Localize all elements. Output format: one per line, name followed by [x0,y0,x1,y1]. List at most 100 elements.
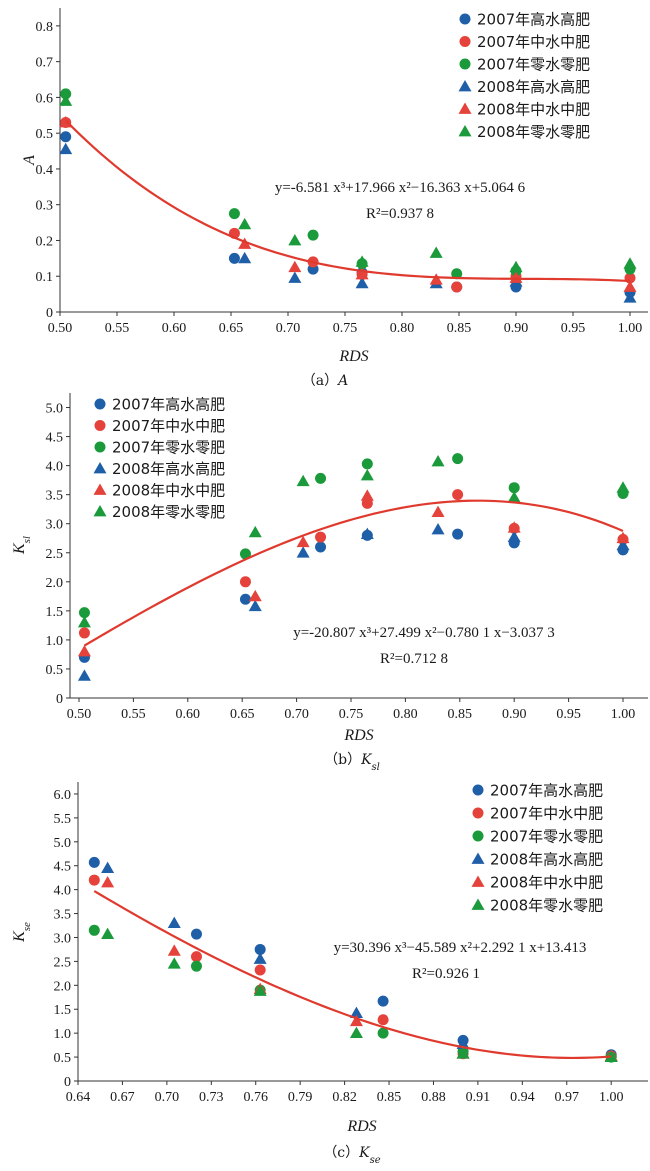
panel-a-data-point [355,255,369,267]
panel-b-y-tick-label: 3.0 [46,518,64,533]
panel-c-legend-label: 2007年高水高肥 [490,782,603,800]
panel-a-y-tick-label: 0.6 [36,91,54,106]
panel-b-caption-var: K [360,752,373,768]
panel-c-legend-marker [472,784,484,796]
panel-a-caption-var: A [336,373,348,389]
panel-a-legend-marker [459,36,471,47]
panel-a-data-point [355,276,369,289]
panel-c-data-point [349,1006,363,1018]
panel-a-marks: 0 0.1 0.2 0.3 0.4 0.5 0.6 0.7 0.8 0.50 0.55 0.60 0.6… [36,20,643,336]
panel-b-y-tick-label: 2.0 [46,576,64,591]
panel-c-x-tick-label: 0.85 [377,1090,402,1105]
panel-b-legend-label: 2008年高水高肥 [112,460,225,478]
panel-a-caption: （a）A [302,373,348,389]
panel-a-data-point [307,229,319,241]
panel-b-data-point [507,521,521,533]
panel-c-y-tick-label: 5.5 [54,812,72,827]
panel-a-data-point [228,252,240,264]
panel-c-data-point [88,856,100,868]
panel-b-chart: 0 0.5 1.0 1.5 2.0 2.5 3.0 3.5 4.0 4.5 5.0 0.50 0.55 0… [11,393,648,773]
panel-b-data-point [431,505,445,517]
panel-c-data-point [101,861,115,873]
panel-b-x-tick-label: 0.50 [67,707,92,722]
panel-c-data-point [190,928,202,940]
panel-b-data-point [296,546,310,558]
panel-c-x-tick-label: 0.67 [110,1090,135,1105]
panel-c-x-tick-label: 0.94 [510,1090,535,1105]
panel-a-y-tick-label: 0.3 [36,199,54,214]
panel-c-data-point [101,875,115,888]
panel-a-legend-label: 2008年中水中肥 [477,101,590,119]
panel-a-x-tick-label: 0.60 [162,321,187,336]
panel-c-x-tick-label: 0.82 [332,1090,357,1105]
panel-c-y-tick-label: 2.5 [54,955,72,970]
panel-b-data-point [239,548,251,560]
panel-a-legend-label: 2007年中水中肥 [477,33,590,51]
panel-a-data-point [429,246,443,258]
panel-b-x-tick-label: 0.55 [121,707,146,722]
panel-a-caption-prefix: （a） [302,373,338,389]
panel-c-caption-sub: se [370,1155,381,1166]
panel-a-y-axis-label: A [21,155,38,166]
panel-a-data-point [238,237,252,249]
panel-b-data-point [616,538,630,551]
panel-b-data-point [616,481,630,493]
panel-a-data-point [60,88,72,100]
panel-a-legend-label: 2008年高水高肥 [477,78,590,96]
panel-a-y-tick-label: 0.7 [36,56,54,71]
panel-a-data-point [238,251,252,264]
panel-b-data-point [248,525,262,538]
panel-a-chart: 0 0.1 0.2 0.3 0.4 0.5 0.6 0.7 0.8 0.50 0.55 0.60 0.6… [21,8,648,389]
panel-c-legend-marker [471,852,485,864]
panel-c-data-point [377,1027,389,1039]
panel-c-chart: 0 0.5 1.0 1.5 2.0 2.5 3.0 3.5 4.0 4.5 5.0 5.5 6.0 0.6… [11,782,648,1166]
panel-b-data-point [77,645,91,657]
panel-b-r-squared: R²=0.712 8 [380,651,448,667]
panel-c-legend-marker [471,898,485,910]
panel-a-legend-marker [459,13,471,25]
panel-c-y-tick-label: 5.0 [54,836,72,851]
panel-b-caption-sub: sl [372,762,380,773]
panel-b-y-tick-label: 1.0 [46,634,64,649]
panel-a-data-point [59,142,73,155]
panel-c-data-point [377,1014,389,1026]
panel-b-y-tick-label: 4.0 [46,460,64,475]
panel-c-legend-label: 2008年高水高肥 [490,851,603,869]
panel-a-data-point [59,94,73,106]
panel-c-legend-marker [472,807,484,819]
panel-b-data-point [315,472,327,484]
panel-c-legend-marker [472,830,484,842]
panel-c-data-point [254,943,266,955]
panel-c-data-point [377,995,389,1007]
panel-c-data-point [167,957,181,969]
panel-b-legend-label: 2007年高水高肥 [112,396,225,414]
panel-b-legend-label: 2007年中水中肥 [112,417,225,435]
panel-b-x-axis-label: RDS [343,727,373,744]
panel-b-data-point [77,669,91,681]
panel-b-x-tick-label: 0.80 [393,707,418,722]
panel-c-y-axis-label: Kse [11,922,33,943]
panel-a-legend-marker [458,102,472,114]
panel-a-x-tick-label: 0.85 [447,321,472,336]
panel-b-x-tick-label: 1.00 [611,707,636,722]
panel-b-data-point [507,491,521,503]
panel-b-caption-prefix: （b） [324,752,361,768]
panel-a-data-point [451,281,463,293]
panel-b-legend-marker [94,441,106,453]
panel-a-y-tick-label: 0.1 [36,270,54,285]
panel-c-data-point [604,1050,618,1062]
panel-c-y-tick-label: 1.0 [54,1027,72,1042]
panel-c-y-label-sub: se [21,922,33,931]
panel-a-data-point [228,208,240,220]
panel-b-data-point [431,455,445,467]
panel-b-data-point [296,535,310,548]
panel-a-x-tick-label: 0.90 [504,321,529,336]
panel-b-fit-curve [83,499,624,647]
panel-c-x-tick-label: 0.91 [466,1090,491,1105]
panel-b-legend-label: 2008年中水中肥 [112,482,225,500]
panel-c-data-point [254,964,266,976]
panel-a-data-point [623,257,637,269]
panel-c-y-tick-label: 6.0 [54,788,72,803]
panel-a-x-tick-label: 0.55 [105,321,130,336]
panel-c-legend-label: 2007年中水中肥 [490,805,603,823]
